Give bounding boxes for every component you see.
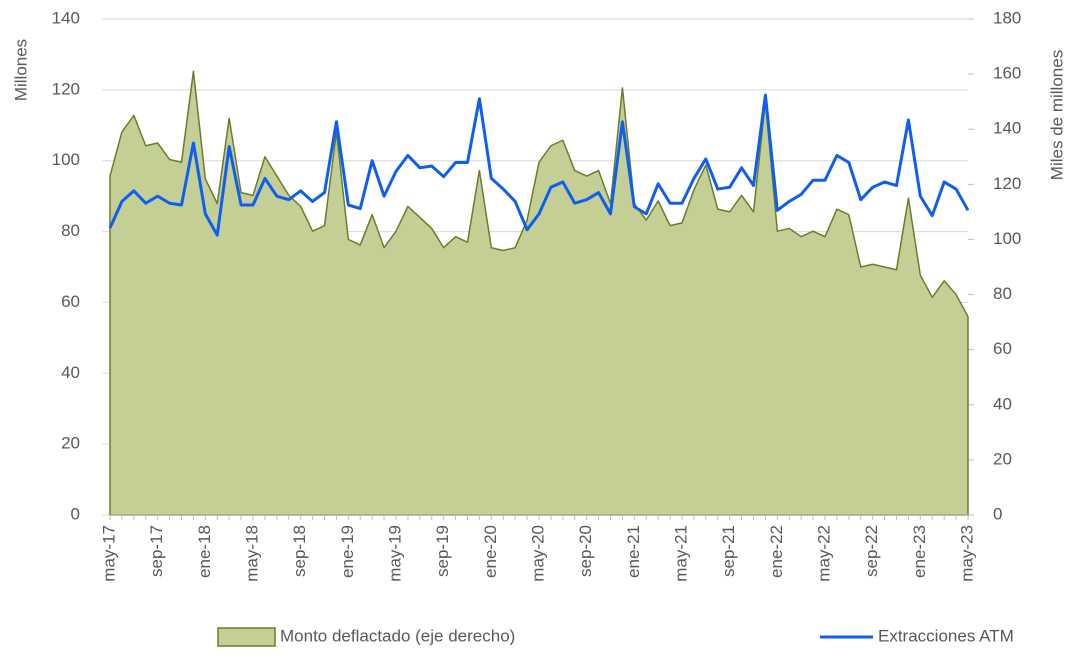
x-tick-label: may-22 [814,525,833,582]
x-tick-label: may-23 [957,525,976,582]
y2-tick-label: 60 [993,339,1012,358]
x-tick-label: may-18 [242,525,261,582]
y-tick-label: 20 [61,434,80,453]
x-tick-label: sep-21 [719,525,738,577]
x-tick-label: may-20 [528,525,547,582]
y-tick-label: 80 [61,221,80,240]
x-tick-label: may-21 [671,525,690,582]
y-tick-label: 140 [52,8,80,27]
x-tick-label: ene-22 [767,525,786,578]
x-tick-label: may-17 [99,525,118,582]
legend-swatch [217,627,276,647]
x-tick-label: ene-19 [338,525,357,578]
x-tick-label: may-19 [385,525,404,582]
y2-tick-label: 100 [993,229,1021,248]
y2-tick-label: 180 [993,8,1021,27]
y2-tick-label: 160 [993,64,1021,83]
x-tick-label: ene-23 [910,525,929,578]
y2-tick-label: 0 [993,504,1002,523]
legend-label: Extracciones ATM [878,626,1014,645]
y2-tick-label: 40 [993,394,1012,413]
y2-axis-label: Miles de millones [1047,50,1066,180]
area [109,70,969,516]
x-tick-label: sep-19 [433,525,452,577]
x-tick-label: ene-18 [195,525,214,578]
y-tick-label: 0 [71,504,80,523]
y-tick-label: 100 [52,150,80,169]
x-tick-label: ene-21 [624,525,643,578]
line [108,93,970,237]
legend-label: Monto deflactado (eje derecho) [280,626,515,645]
y-tick-label: 60 [61,292,80,311]
x-tick-label: sep-22 [862,525,881,577]
x-tick-label: sep-17 [147,525,166,577]
x-tick-label: sep-18 [290,525,309,577]
y-tick-label: 40 [61,363,80,382]
x-tick-label: sep-20 [576,525,595,577]
x-tick-label: ene-20 [481,525,500,578]
y2-tick-label: 120 [993,174,1021,193]
y-axis-label: Millones [11,39,30,101]
y2-tick-label: 140 [993,119,1021,138]
y2-tick-label: 20 [993,449,1012,468]
y-tick-label: 120 [52,79,80,98]
y2-tick-label: 80 [993,284,1012,303]
